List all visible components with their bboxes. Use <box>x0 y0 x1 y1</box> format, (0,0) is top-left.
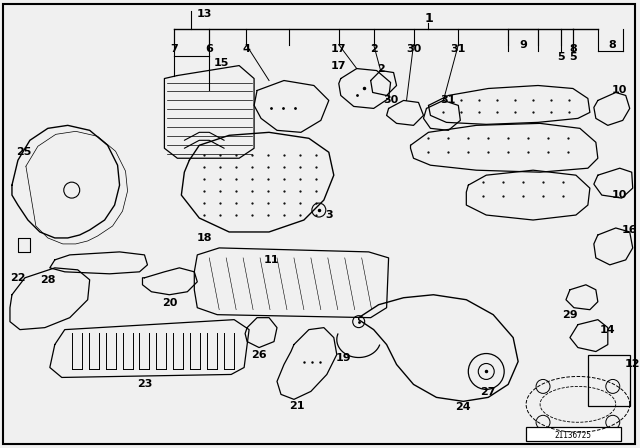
Text: 21136725: 21136725 <box>554 431 591 440</box>
Text: 10: 10 <box>612 86 627 95</box>
Text: 8: 8 <box>569 43 577 54</box>
Text: 3: 3 <box>325 210 333 220</box>
Bar <box>526 427 621 441</box>
Text: 10: 10 <box>612 190 627 200</box>
Text: 15: 15 <box>214 58 229 68</box>
Text: 31: 31 <box>441 95 456 105</box>
Text: 8: 8 <box>608 39 616 50</box>
Text: 5: 5 <box>557 52 564 62</box>
Text: 16: 16 <box>622 225 637 235</box>
Bar <box>588 354 630 406</box>
Text: 31: 31 <box>451 43 466 54</box>
Text: 12: 12 <box>625 359 640 370</box>
Text: 17: 17 <box>331 60 346 71</box>
Text: 13: 13 <box>196 9 212 19</box>
Text: 5: 5 <box>569 52 577 62</box>
Text: 20: 20 <box>162 298 177 308</box>
Text: 7: 7 <box>170 43 179 54</box>
Text: 11: 11 <box>263 255 279 265</box>
Text: 27: 27 <box>481 388 496 397</box>
Text: 23: 23 <box>137 379 152 389</box>
Text: 21: 21 <box>289 401 305 411</box>
Text: 2: 2 <box>377 64 385 73</box>
Text: 26: 26 <box>252 349 267 360</box>
Text: 4: 4 <box>242 43 250 54</box>
Text: 24: 24 <box>456 402 471 412</box>
Text: 25: 25 <box>16 147 31 157</box>
Text: 1: 1 <box>424 12 433 25</box>
Text: 28: 28 <box>40 275 56 285</box>
Text: 30: 30 <box>406 43 421 54</box>
Text: 22: 22 <box>10 273 26 283</box>
Text: 29: 29 <box>562 310 578 320</box>
Text: 19: 19 <box>336 353 351 362</box>
Text: 2: 2 <box>370 43 378 54</box>
Text: 14: 14 <box>600 325 616 335</box>
Text: 17: 17 <box>331 43 346 54</box>
Text: 9: 9 <box>519 39 527 50</box>
Text: 30: 30 <box>383 95 398 105</box>
Text: 6: 6 <box>205 43 213 54</box>
Text: 18: 18 <box>196 233 212 243</box>
